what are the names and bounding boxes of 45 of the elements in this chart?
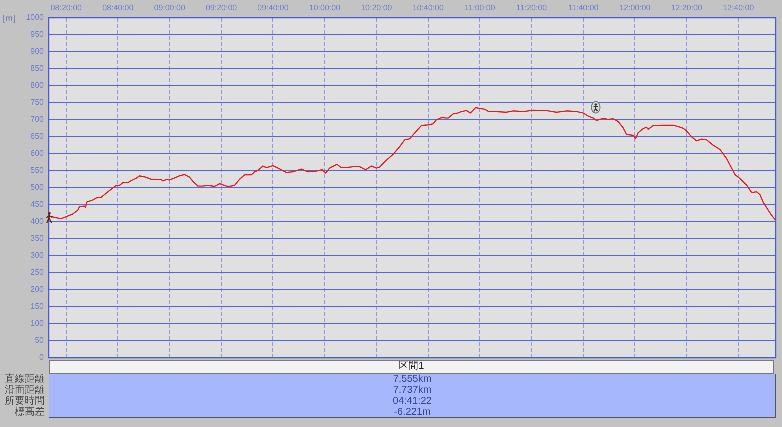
text: 直線距離 [5, 374, 45, 385]
y-tick-label: 350 [30, 234, 45, 244]
y-tick-label: 1000 [26, 13, 45, 22]
y-tick-label: 750 [30, 98, 45, 108]
text: 7.737km [393, 385, 432, 396]
y-tick-label: 100 [30, 319, 45, 328]
x-tick-label: 11:40:00 [568, 3, 600, 12]
y-tick-label: 600 [30, 149, 45, 158]
y-tick-label: 250 [30, 268, 45, 278]
x-tick-label: 08:40:00 [102, 3, 134, 12]
text: 7.555km [393, 374, 432, 385]
y-tick-label: 900 [30, 47, 45, 56]
y-tick-label: 700 [30, 115, 45, 124]
y-tick-label: 0 [40, 353, 45, 362]
y-tick-label: 500 [30, 183, 45, 192]
y-tick-label: 200 [30, 285, 45, 294]
x-tick-label: 10:20:00 [361, 3, 393, 12]
y-tick-label: 50 [35, 336, 45, 346]
x-tick-label: 12:20:00 [671, 3, 703, 12]
y-tick-label: 800 [30, 81, 45, 90]
x-tick-label: 08:20:00 [50, 3, 83, 12]
y-tick-label: 400 [30, 217, 45, 226]
y-tick-label: 300 [30, 251, 45, 260]
y-tick-label: 850 [30, 64, 45, 74]
y-tick-label: 950 [30, 30, 45, 40]
x-tick-label: 12:40:00 [723, 3, 755, 12]
x-tick-label: 09:20:00 [206, 3, 238, 12]
x-tick-label: 11:20:00 [516, 3, 548, 12]
x-tick-label: 11:00:00 [464, 3, 496, 12]
y-tick-label: 550 [30, 166, 45, 176]
text: 04:41:22 [393, 396, 432, 407]
text: -6.221m [394, 407, 431, 418]
y-tick-label: 650 [30, 132, 45, 142]
x-tick-label: 09:40:00 [258, 3, 290, 12]
y-tick-label: 450 [30, 200, 45, 210]
x-tick-label: 10:00:00 [309, 3, 342, 12]
text: 所要時間 [5, 396, 45, 407]
y-axis-title: [m] [3, 13, 16, 24]
x-tick-label: 10:40:00 [412, 3, 444, 12]
text: 沿面距離 [5, 385, 45, 396]
text: 区間1 [398, 361, 424, 372]
y-tick-label: 150 [30, 302, 45, 312]
text: 標高差 [15, 407, 45, 418]
x-tick-label: 09:00:00 [154, 3, 186, 12]
x-tick-label: 12:00:00 [620, 3, 652, 12]
